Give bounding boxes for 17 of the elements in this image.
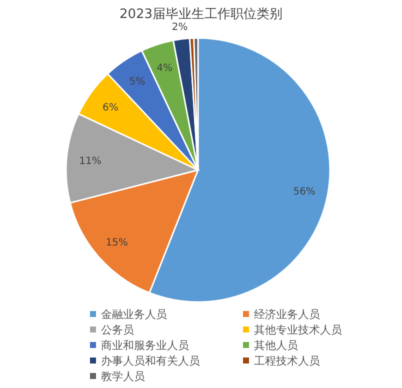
data-label: 4% — [156, 63, 172, 74]
chart-title: 2023届毕业生工作职位类别 — [119, 7, 283, 22]
legend-label: 其他专业技术人员 — [254, 324, 342, 336]
legend-label: 金融业务人员 — [101, 308, 167, 321]
data-label: 5% — [129, 76, 146, 88]
legend-label: 经济业务人员 — [254, 308, 320, 321]
data-label: 15% — [106, 238, 128, 249]
data-label: 11% — [79, 156, 102, 167]
legend-label: 教学人员 — [101, 370, 145, 383]
legend-label: 工程技术人员 — [254, 354, 320, 368]
legend-label: 其他人员 — [254, 339, 298, 352]
legend-label: 商业和服务业人员 — [101, 339, 189, 352]
data-label: 6% — [102, 102, 118, 114]
legend-label: 公务员 — [101, 324, 134, 336]
data-label: 56% — [293, 186, 316, 198]
legend-label: 办事人员和有关人员 — [101, 354, 200, 368]
data-label: 2% — [172, 22, 188, 33]
